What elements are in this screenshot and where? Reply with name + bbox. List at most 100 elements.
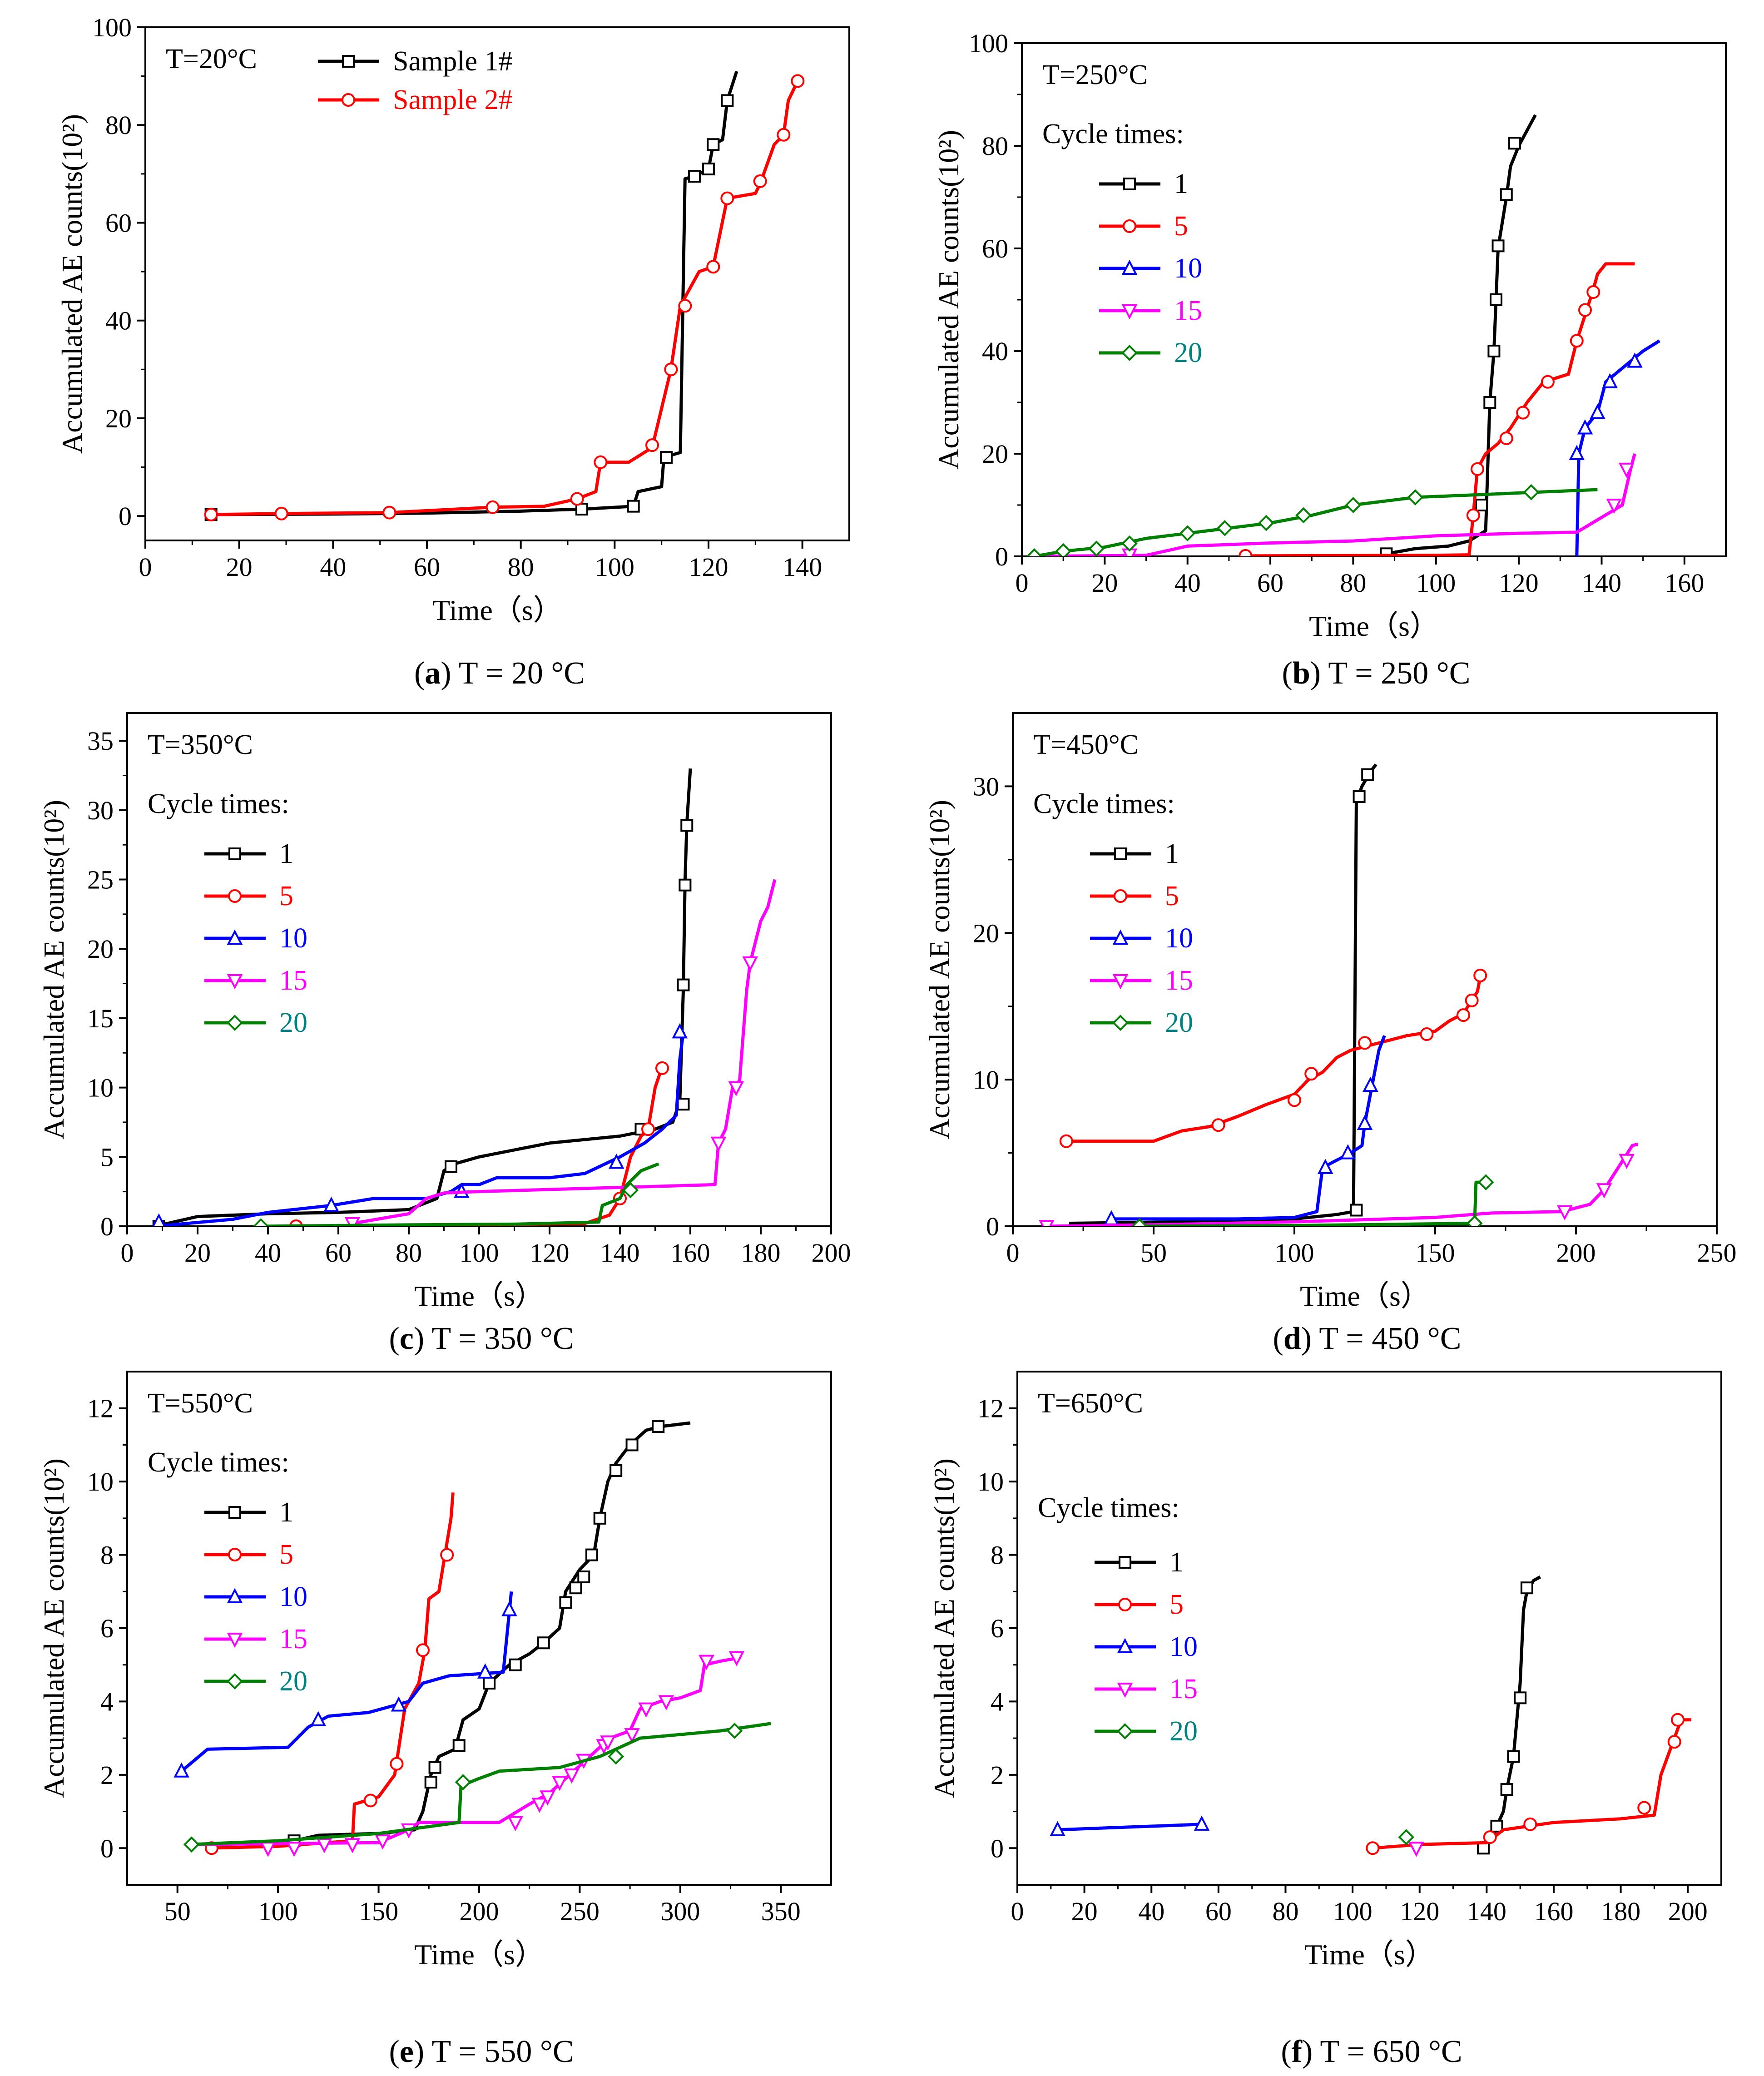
x-tick-label: 80 xyxy=(396,1238,422,1268)
data-point xyxy=(1541,375,1555,389)
x-tick-label: 160 xyxy=(1665,568,1704,598)
data-point xyxy=(1627,352,1643,368)
legend-label: 20 xyxy=(279,1666,307,1697)
data-point xyxy=(1304,1067,1318,1081)
series-line-1 xyxy=(1479,1575,1541,1850)
data-point xyxy=(594,455,608,469)
x-tick-label: 180 xyxy=(1601,1897,1640,1926)
data-point xyxy=(1211,1118,1225,1132)
x-tick-label: 40 xyxy=(255,1238,281,1268)
series-line-1 xyxy=(293,1421,691,1843)
x-axis-label: Time（s） xyxy=(1304,1938,1434,1971)
data-point xyxy=(1361,768,1374,781)
y-tick-label: 100 xyxy=(969,29,1008,58)
y-tick-label: 12 xyxy=(87,1394,114,1423)
data-point xyxy=(622,1182,639,1199)
panel-e: 50 100 150 200 250 300 350 0 2 4 6 8 10 12 Time（s） Accu… xyxy=(38,1371,832,1971)
x-tick-label: 0 xyxy=(1016,568,1029,598)
data-point xyxy=(721,94,734,107)
data-point xyxy=(706,260,720,274)
caption-e: (e) T = 550 °C xyxy=(389,2034,574,2069)
y-tick-label: 10 xyxy=(977,1467,1004,1496)
legend-label: 15 xyxy=(1174,295,1202,326)
x-axis-label: Time（s） xyxy=(1300,1280,1430,1312)
legend-marker xyxy=(227,974,243,990)
y-tick-label: 12 xyxy=(977,1394,1004,1423)
y-tick-label: 4 xyxy=(991,1687,1004,1716)
legend-label: 20 xyxy=(1165,1007,1193,1038)
data-point xyxy=(585,1548,598,1561)
data-point xyxy=(445,1160,457,1173)
data-point xyxy=(455,1774,471,1790)
data-point xyxy=(204,507,218,521)
legend-title: Cycle times: xyxy=(1038,1492,1179,1523)
data-point xyxy=(1586,285,1600,299)
data-point xyxy=(1121,535,1138,552)
legend-label: 15 xyxy=(1165,965,1193,996)
panel-c: 0 20 40 60 80 100 120 140 160 180 2000510152025303… xyxy=(38,712,851,1312)
data-point xyxy=(1490,1819,1503,1833)
y-axis-label: Accumulated AE counts(10²) xyxy=(38,800,70,1140)
legend: Sample 1# Sample 2# xyxy=(318,46,512,115)
x-axis-label: Time（s） xyxy=(1309,610,1439,642)
data-point xyxy=(1470,462,1484,476)
x-tick-label: 100 xyxy=(1416,568,1456,598)
data-point xyxy=(728,1651,745,1666)
x-tick-label: 160 xyxy=(671,1238,710,1268)
panel-b: 0 20 40 60 80 100 120 140 160020406080100Time（s）… xyxy=(932,29,1727,642)
data-point xyxy=(424,1776,437,1789)
legend-label: 1 xyxy=(279,838,293,869)
data-point xyxy=(1514,1691,1527,1704)
legend-marker xyxy=(228,889,242,903)
legend-title: Cycle times: xyxy=(148,788,289,819)
data-point xyxy=(672,1023,688,1039)
data-point xyxy=(742,956,758,972)
x-tick-label: 0 xyxy=(1006,1238,1020,1268)
x-tick-label: 50 xyxy=(1140,1238,1167,1268)
legend-marker xyxy=(1121,259,1138,275)
data-point xyxy=(660,451,673,464)
data-point xyxy=(152,1213,166,1226)
data-point xyxy=(1194,1815,1210,1831)
data-point xyxy=(390,1757,404,1771)
data-point xyxy=(1637,1801,1651,1815)
data-point xyxy=(702,163,715,176)
plot-area xyxy=(1050,1575,1691,1857)
data-point xyxy=(1500,1783,1513,1796)
y-tick-label: 10 xyxy=(87,1073,114,1103)
x-tick-label: 60 xyxy=(325,1238,352,1268)
legend-marker xyxy=(1117,1638,1133,1653)
y-tick-label: 40 xyxy=(105,306,132,336)
data-point xyxy=(677,1098,690,1111)
data-point xyxy=(720,191,734,205)
data-point xyxy=(1500,188,1513,201)
x-tick-label: 0 xyxy=(139,552,152,582)
data-point xyxy=(260,1842,276,1857)
series-line-5 xyxy=(1245,262,1635,556)
x-tick-label: 100 xyxy=(1275,1238,1314,1268)
temperature-label: T=650°C xyxy=(1038,1388,1143,1419)
x-axis-label: Time（s） xyxy=(414,1280,544,1312)
x-tick-label: 60 xyxy=(414,552,440,582)
x-tick-label: 50 xyxy=(164,1897,191,1926)
series-line-1 xyxy=(1386,114,1537,555)
data-point xyxy=(1507,1750,1520,1763)
legend-marker xyxy=(228,847,241,860)
data-point xyxy=(537,1636,550,1650)
x-tick-label: 200 xyxy=(460,1897,499,1926)
data-point xyxy=(1577,419,1593,435)
series-line-15 xyxy=(1034,453,1636,556)
data-point xyxy=(310,1711,327,1726)
legend-title: Cycle times: xyxy=(1042,119,1184,149)
series-line-20 xyxy=(189,1722,771,1846)
x-tick-label: 150 xyxy=(359,1897,398,1926)
data-point xyxy=(1475,499,1488,511)
legend-label: 10 xyxy=(1174,253,1202,284)
data-point xyxy=(1508,137,1521,150)
data-point xyxy=(391,1696,407,1712)
legend-marker xyxy=(1112,1015,1129,1031)
data-point xyxy=(791,74,805,88)
data-point xyxy=(1487,345,1501,357)
